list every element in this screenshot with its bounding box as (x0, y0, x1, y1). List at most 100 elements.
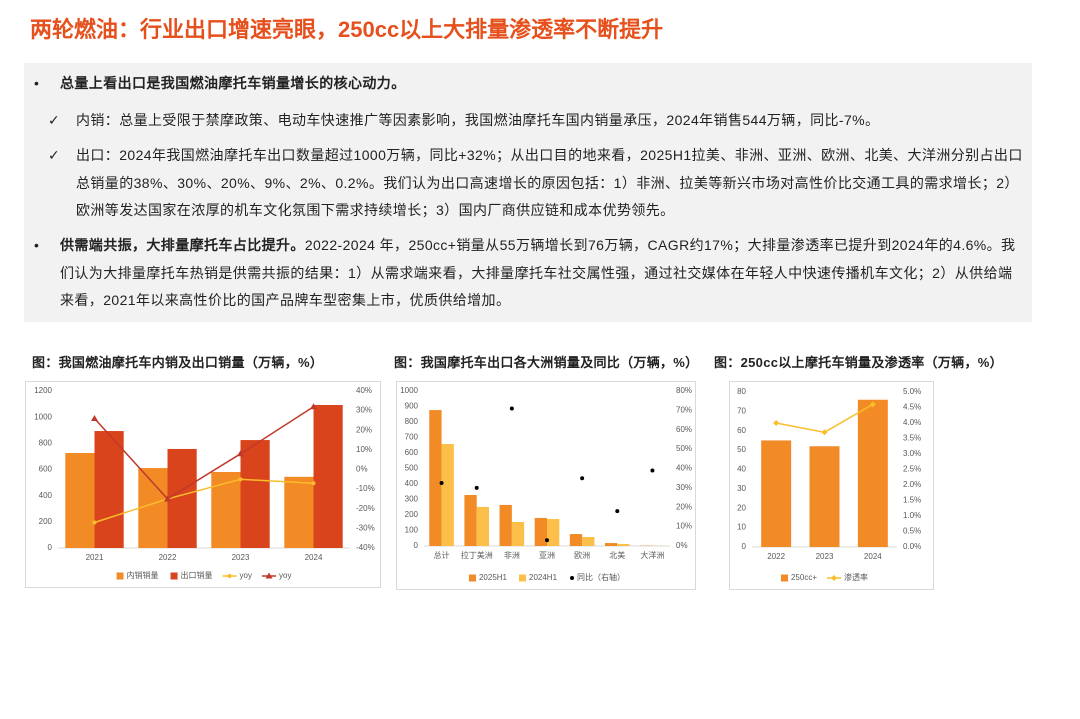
y2-tick-label: 70% (676, 405, 692, 414)
legend-marker (265, 572, 273, 579)
x-tick-label: 北美 (609, 550, 625, 560)
page-title: 两轮燃油：行业出口增速亮眼，250cc以上大排量渗透率不断提升 (30, 17, 664, 42)
bar (138, 468, 168, 548)
y2-tick-label: 1.0% (903, 511, 921, 520)
legend-label: 2025H1 (479, 573, 508, 582)
y-tick-label: 600 (39, 465, 53, 474)
x-tick-label: 2023 (816, 552, 834, 561)
y-tick-label: 100 (405, 526, 419, 535)
chart-frame (25, 381, 381, 588)
y2-tick-label: 3.5% (903, 434, 921, 443)
line-marker (310, 403, 317, 410)
bullet: • (34, 75, 39, 91)
y2-tick-label: -10% (356, 484, 375, 493)
y-tick-label: 0 (414, 541, 419, 550)
legend-label: yoy (279, 571, 291, 580)
line-marker (773, 420, 780, 426)
line-marker (238, 477, 243, 482)
legend-label: yoy (240, 571, 252, 580)
bar (604, 543, 618, 546)
line-marker (237, 450, 244, 457)
y2-tick-label: 0% (676, 541, 688, 550)
legend-label: 内销销量 (127, 570, 159, 580)
y-tick-label: 20 (737, 503, 746, 512)
legend-swatch (468, 574, 476, 582)
y-tick-label: 600 (405, 448, 419, 457)
bullet: • (34, 237, 39, 253)
summary-item: 内销：总量上受限于禁摩政策、电动车快速推广等因素影响，我国燃油摩托车国内销量承压… (76, 112, 880, 128)
point (509, 406, 514, 411)
y2-tick-label: 10% (676, 522, 692, 531)
y2-tick-label: 50% (676, 444, 692, 453)
chart: 0 200 400 600 800 1000 1200 -40% -30% -20% -10% 0% 1… (25, 381, 381, 588)
y2-tick-label: 0.0% (903, 542, 921, 551)
legend-swatch (170, 572, 178, 580)
x-tick-label: 2024 (864, 552, 882, 561)
x-tick-label: 拉丁美洲 (461, 550, 493, 560)
bar (429, 410, 442, 546)
y-tick-label: 900 (405, 402, 419, 411)
y2-tick-label: 0.5% (903, 527, 921, 536)
bar (464, 495, 477, 546)
summary-item: 出口：2024年我国燃油摩托车出口数量超过1000万辆，同比+32%；从出口目的… (76, 147, 1023, 218)
y-tick-label: 200 (405, 510, 419, 519)
y-tick-label: 40 (737, 465, 746, 474)
summary-bullet: 供需端共振，大排量摩托车占比提升。2022-2024 年，250cc+销量从55… (60, 232, 1026, 315)
line-marker (311, 481, 316, 486)
y-tick-label: 800 (39, 438, 53, 447)
legend: 内销销量 出口销量 yoy yoy (116, 570, 291, 580)
bullet-heading: 供需端共振，大排量摩托车占比提升。 (60, 237, 305, 253)
x-tick-label: 亚洲 (539, 551, 555, 560)
legend-marker (831, 575, 838, 581)
x-tick-label: 总计 (434, 550, 450, 560)
bar (809, 446, 840, 547)
point (474, 485, 479, 490)
line-marker (164, 495, 171, 502)
bullet-heading: 总量上看出口是我国燃油摩托车销量增长的核心动力。 (60, 75, 406, 91)
chart-title: 图：250cc以上摩托车销量及渗透率（万辆，%） (714, 355, 1003, 370)
y-tick-label: 500 (405, 464, 419, 473)
y2-tick-label: 4.0% (903, 418, 921, 427)
point (439, 481, 444, 486)
y2-tick-label: 1.5% (903, 496, 921, 505)
y-tick-label: 0 (742, 542, 747, 551)
x-tick-label: 2022 (767, 552, 785, 561)
line-marker (821, 429, 828, 436)
y-tick-label: 400 (405, 479, 419, 488)
y2-tick-label: 40% (676, 464, 692, 473)
y-tick-label: 200 (39, 517, 53, 526)
summary-bullet: 总量上看出口是我国燃油摩托车销量增长的核心动力。 (60, 70, 1020, 98)
line-marker (91, 414, 98, 421)
y2-tick-label: 4.5% (903, 403, 921, 412)
y-tick-label: 0 (48, 543, 53, 552)
legend-label: 渗透率 (844, 572, 868, 582)
legend-swatch (519, 574, 526, 582)
y-tick-label: 1200 (34, 386, 52, 395)
y-tick-label: 50 (737, 445, 746, 454)
y-tick-label: 10 (737, 523, 746, 532)
line (93, 406, 314, 500)
chart-title: 图：我国摩托车出口各大洲销量及同比（万辆，%） (394, 355, 699, 370)
legend-swatch (116, 572, 124, 580)
legend-label: 同比（右轴） (577, 572, 625, 582)
y2-tick-label: 30% (356, 406, 372, 415)
y2-tick-label: 80% (676, 386, 692, 395)
legend-swatch (780, 574, 788, 582)
y-tick-label: 80 (737, 387, 746, 396)
check: ✓ (48, 112, 60, 128)
bar (857, 399, 888, 547)
chart-title: 图：我国燃油摩托车内销及出口销量（万辆，%） (32, 355, 324, 370)
y2-tick-label: 20% (356, 425, 372, 434)
y-tick-label: 60 (737, 426, 746, 435)
y2-tick-label: -40% (356, 543, 375, 552)
line-marker (869, 401, 876, 408)
bar (499, 504, 512, 546)
y-tick-label: 1000 (400, 386, 418, 395)
point (650, 468, 655, 473)
bar (511, 521, 525, 546)
y-tick-label: 800 (405, 417, 419, 426)
bar (569, 534, 583, 546)
y-tick-label: 300 (405, 495, 419, 504)
bar (441, 444, 454, 546)
